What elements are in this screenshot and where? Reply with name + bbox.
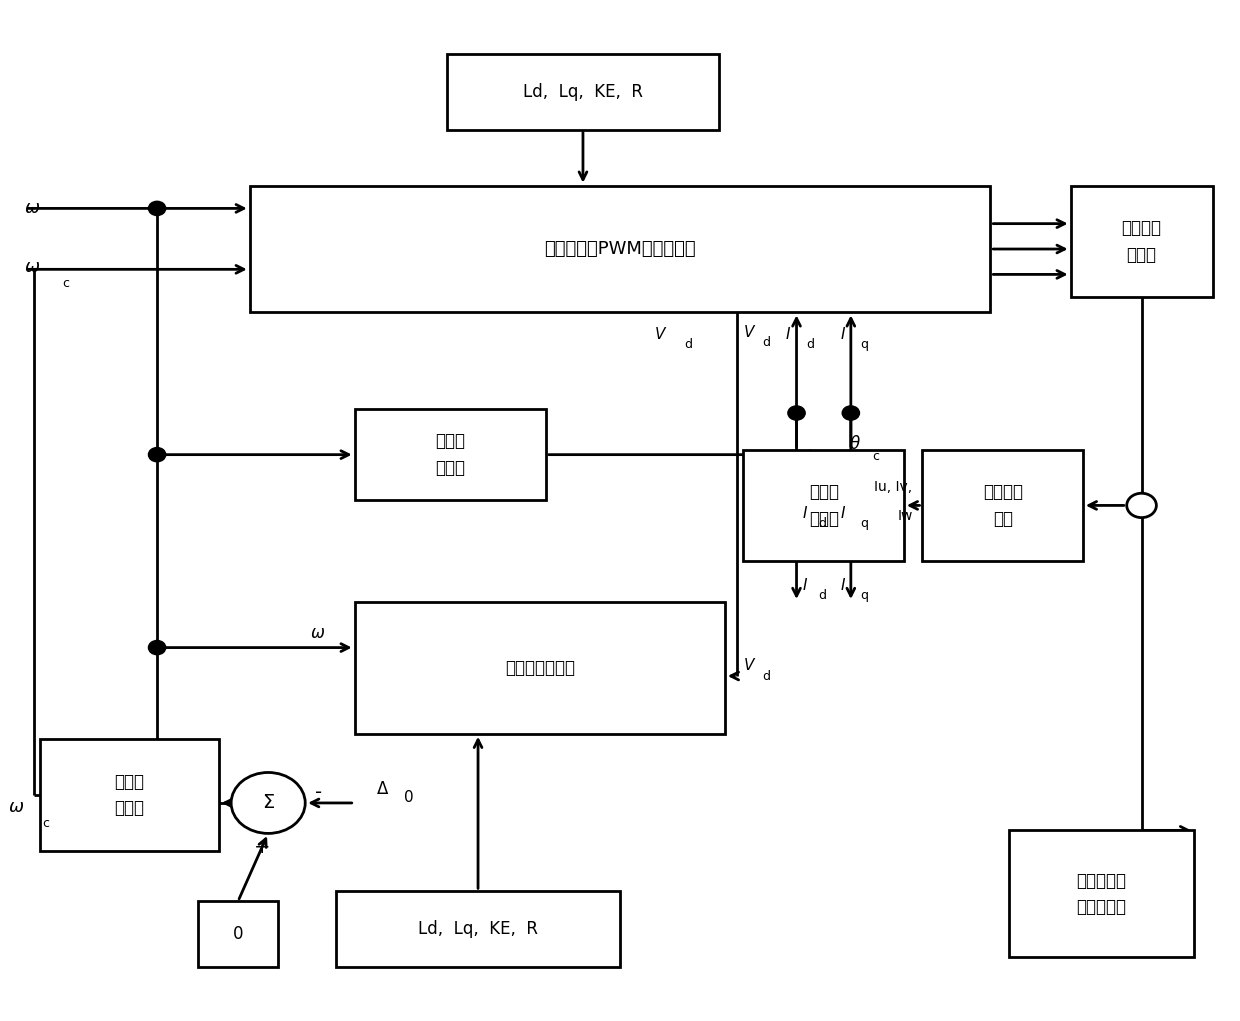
Bar — [448, 53, 719, 130]
Circle shape — [787, 406, 805, 420]
Text: q: q — [861, 518, 869, 530]
Text: 矢量控制及PWM波控制单元: 矢量控制及PWM波控制单元 — [544, 240, 696, 258]
Text: d: d — [818, 518, 827, 530]
Text: 0: 0 — [404, 790, 414, 806]
Text: I: I — [841, 506, 844, 521]
Circle shape — [149, 201, 166, 215]
Text: 速度推
定单元: 速度推 定单元 — [114, 773, 144, 817]
Text: d: d — [818, 589, 827, 602]
Text: 轴误差估计单元: 轴误差估计单元 — [505, 659, 575, 677]
Bar — [1009, 830, 1194, 958]
Circle shape — [149, 447, 166, 461]
Text: Ld,  Lq,  KE,  R: Ld, Lq, KE, R — [418, 920, 538, 938]
Bar — [198, 902, 278, 968]
Text: d: d — [761, 337, 770, 349]
Text: Ld,  Lq,  KE,  R: Ld, Lq, KE, R — [523, 83, 644, 101]
Text: q: q — [861, 339, 869, 351]
Text: q: q — [861, 589, 869, 602]
Text: +: + — [254, 838, 270, 857]
Circle shape — [1127, 493, 1157, 518]
Bar — [249, 186, 991, 312]
Text: Δ: Δ — [377, 780, 388, 797]
Text: c: c — [872, 450, 879, 464]
Text: 三相逆变
桥电路: 三相逆变 桥电路 — [1121, 220, 1162, 263]
Bar — [40, 739, 218, 850]
Text: Iu, Iv,: Iu, Iv, — [874, 480, 913, 494]
Text: d: d — [684, 339, 692, 351]
Text: d: d — [761, 670, 770, 682]
Text: I: I — [841, 578, 844, 593]
Text: 坐标变
换单元: 坐标变 换单元 — [808, 483, 838, 528]
Text: I: I — [802, 506, 807, 521]
Text: I: I — [841, 328, 844, 342]
Text: I: I — [802, 578, 807, 593]
Text: I: I — [786, 328, 790, 342]
Text: ω: ω — [311, 625, 325, 642]
Text: Σ: Σ — [262, 793, 274, 813]
Text: ω: ω — [9, 798, 24, 816]
Text: Iw: Iw — [898, 508, 913, 523]
Text: 相位推
定单元: 相位推 定单元 — [435, 433, 465, 477]
Bar — [744, 449, 904, 562]
Text: ω: ω — [25, 199, 40, 217]
Text: V: V — [744, 326, 754, 340]
Circle shape — [149, 640, 166, 654]
Text: c: c — [42, 817, 50, 830]
Text: V: V — [655, 328, 666, 342]
Bar — [1070, 186, 1213, 297]
Bar — [355, 602, 725, 734]
Circle shape — [231, 773, 305, 833]
Text: θ: θ — [849, 436, 859, 453]
Text: -: - — [315, 783, 322, 803]
Text: 永磁同步直
流无刷电机: 永磁同步直 流无刷电机 — [1076, 872, 1126, 916]
Bar — [923, 449, 1083, 562]
Circle shape — [842, 406, 859, 420]
Bar — [355, 409, 546, 500]
Bar — [336, 891, 620, 968]
Text: ω: ω — [25, 258, 40, 277]
Text: d: d — [806, 339, 815, 351]
Text: V: V — [744, 659, 754, 674]
Text: 电流检测
单元: 电流检测 单元 — [982, 483, 1023, 528]
Text: c: c — [62, 277, 69, 290]
Text: 0: 0 — [233, 925, 243, 943]
